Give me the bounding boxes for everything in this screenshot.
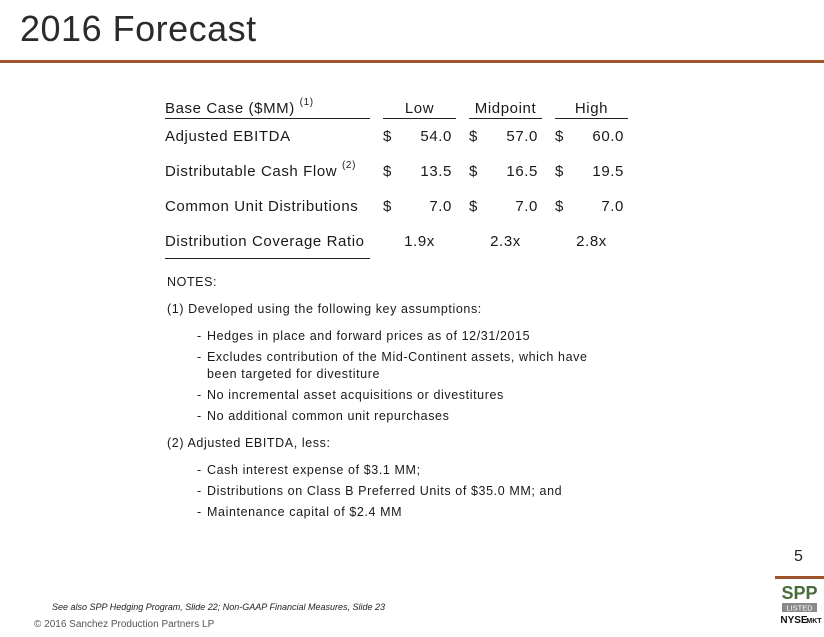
table-row: Distribution Coverage Ratio 1.9x 2.3x 2.…: [165, 224, 628, 259]
table-header-row: Base Case ($MM) (1) Low Midpoint High: [165, 95, 628, 119]
list-item: - Excludes contribution of the Mid-Contin…: [197, 349, 607, 383]
list-item: - Cash interest expense of $3.1 MM;: [197, 462, 607, 479]
row-label-sup: (2): [341, 160, 357, 171]
currency-symbol: $: [555, 198, 564, 215]
currency-symbol: $: [469, 163, 478, 180]
row-label: Adjusted EBITDA: [165, 119, 370, 154]
logo-spp-text: SPP: [781, 583, 817, 603]
header-high: High: [555, 95, 628, 119]
header-base-case: Base Case ($MM) (1): [165, 95, 370, 119]
list-item-text: Maintenance capital of $2.4 MM: [207, 505, 403, 519]
bullet-dash: -: [197, 388, 202, 402]
list-item: - No additional common unit repurchases: [197, 408, 607, 425]
table-row: Common Unit Distributions $7.0 $7.0 $7.0: [165, 189, 628, 224]
bullet-dash: -: [197, 350, 202, 364]
value-low: 1.9x: [404, 233, 435, 250]
bullet-dash: -: [197, 505, 202, 519]
list-item-text: Excludes contribution of the Mid-Contine…: [207, 350, 588, 381]
value-high: 19.5: [592, 163, 624, 180]
header-midpoint: Midpoint: [469, 95, 542, 119]
value-high: 2.8x: [576, 233, 607, 250]
row-label: Distribution Coverage Ratio: [165, 224, 370, 259]
value-low: 54.0: [420, 128, 452, 145]
list-item: - No incremental asset acquisitions or di…: [197, 387, 607, 404]
list-item: - Hedges in place and forward prices as o…: [197, 328, 607, 345]
value-low: 7.0: [429, 198, 452, 215]
logo-mkt-text: MKT: [806, 618, 822, 625]
row-label-text: Distribution Coverage Ratio: [165, 232, 365, 250]
value-mid: 57.0: [506, 128, 538, 145]
note-2: (2) Adjusted EBITDA, less:: [167, 436, 331, 450]
row-label-text: Common Unit Distributions: [165, 198, 359, 215]
value-mid: 16.5: [506, 163, 538, 180]
currency-symbol: $: [383, 163, 392, 180]
list-item-text: No additional common unit repurchases: [207, 409, 450, 423]
bullet-dash: -: [197, 484, 202, 498]
forecast-table: Base Case ($MM) (1) Low Midpoint High Ad…: [165, 95, 628, 259]
spp-nyse-logo: SPP LISTED NYSE MKT: [775, 576, 824, 626]
currency-symbol: $: [555, 128, 564, 145]
list-item-text: No incremental asset acquisitions or div…: [207, 388, 504, 402]
currency-symbol: $: [555, 163, 564, 180]
currency-symbol: $: [469, 128, 478, 145]
value-mid: 7.0: [515, 198, 538, 215]
title-divider: [0, 60, 824, 63]
table-row: Adjusted EBITDA $54.0 $57.0 $60.0: [165, 119, 628, 154]
notes-heading: NOTES:: [167, 275, 218, 289]
logo-listed-text: LISTED: [786, 604, 813, 613]
logo-nyse-text: NYSE: [780, 615, 808, 626]
row-label-text: Adjusted EBITDA: [165, 128, 291, 145]
value-low: 13.5: [420, 163, 452, 180]
list-item: - Maintenance capital of $2.4 MM: [197, 504, 607, 521]
header-base-case-label: Base Case ($MM): [165, 100, 295, 117]
list-item-text: Hedges in place and forward prices as of…: [207, 329, 531, 343]
value-mid: 2.3x: [490, 233, 521, 250]
currency-symbol: $: [469, 198, 478, 215]
row-label: Common Unit Distributions: [165, 189, 370, 224]
value-high: 60.0: [592, 128, 624, 145]
value-high: 7.0: [601, 198, 624, 215]
bullet-dash: -: [197, 409, 202, 423]
row-label: Distributable Cash Flow (2): [165, 154, 370, 189]
bullet-dash: -: [197, 329, 202, 343]
header-low: Low: [383, 95, 456, 119]
list-item-text: Cash interest expense of $3.1 MM;: [207, 463, 421, 477]
currency-symbol: $: [383, 198, 392, 215]
footnote: See also SPP Hedging Program, Slide 22; …: [52, 602, 386, 612]
notes-section: NOTES: (1) Developed using the following…: [167, 274, 607, 525]
table-row: Distributable Cash Flow (2) $13.5 $16.5 …: [165, 154, 628, 189]
note-1: (1) Developed using the following key as…: [167, 302, 482, 316]
copyright: © 2016 Sanchez Production Partners LP: [34, 619, 215, 630]
bullet-dash: -: [197, 463, 202, 477]
header-base-case-sup: (1): [299, 97, 314, 108]
page-title: 2016 Forecast: [20, 8, 257, 49]
currency-symbol: $: [383, 128, 392, 145]
page-number: 5: [794, 548, 803, 565]
list-item: - Distributions on Class B Preferred Unit…: [197, 483, 607, 500]
row-label-text: Distributable Cash Flow: [165, 163, 338, 180]
list-item-text: Distributions on Class B Preferred Units…: [207, 484, 563, 498]
